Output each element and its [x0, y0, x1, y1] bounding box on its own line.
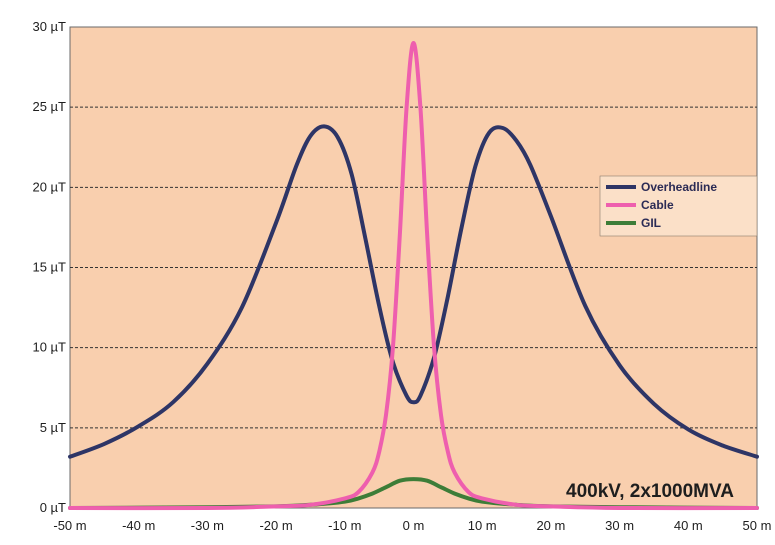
y-tick-label: 25 µT [32, 99, 66, 114]
chart-annotation: 400kV, 2x1000MVA [566, 481, 734, 502]
legend: Overheadline Cable GIL [600, 176, 757, 236]
y-tick-label: 30 µT [32, 19, 66, 34]
legend-label: Overheadline [641, 180, 717, 194]
x-tick-label: 0 m [403, 518, 425, 533]
y-axis-ticks: 0 µT 5 µT 10 µT 15 µT 20 µT 25 µT 30 µT [32, 19, 66, 515]
y-tick-label: 20 µT [32, 179, 66, 194]
x-tick-label: -30 m [191, 518, 224, 533]
plot-area [70, 27, 757, 508]
y-tick-label: 0 µT [40, 500, 66, 515]
x-tick-label: -20 m [259, 518, 292, 533]
x-tick-label: 40 m [674, 518, 703, 533]
x-tick-label: 50 m [743, 518, 772, 533]
x-axis-ticks: -50 m -40 m -30 m -20 m -10 m 0 m 10 m 20 m 30 m… [53, 518, 771, 533]
x-tick-label: -10 m [328, 518, 361, 533]
x-tick-label: 10 m [468, 518, 497, 533]
x-tick-label: -40 m [122, 518, 155, 533]
y-tick-label: 10 µT [32, 340, 66, 355]
x-tick-label: 20 m [536, 518, 565, 533]
legend-label: GIL [641, 216, 661, 230]
x-tick-label: 30 m [605, 518, 634, 533]
y-tick-label: 5 µT [40, 420, 66, 435]
y-tick-label: 15 µT [32, 260, 66, 275]
legend-label: Cable [641, 198, 674, 212]
x-tick-label: -50 m [53, 518, 86, 533]
